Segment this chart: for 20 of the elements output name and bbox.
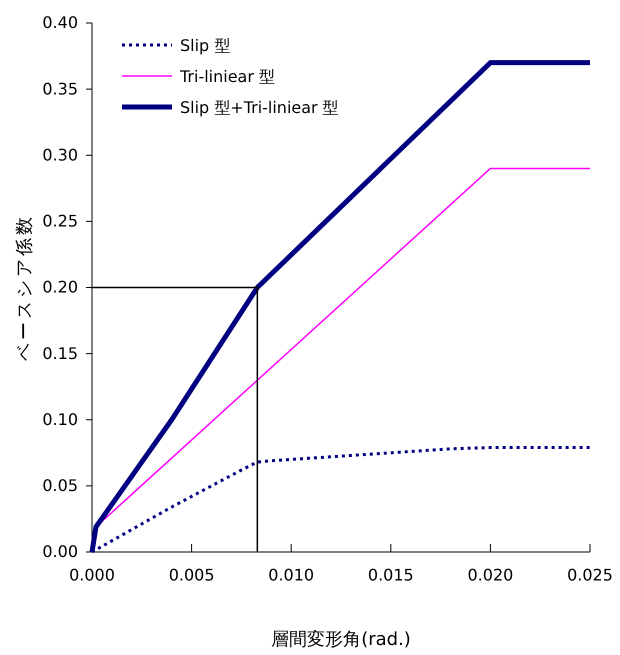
- legend-label: Tri-liniear 型: [179, 67, 276, 86]
- x-tick-label: 0.005: [168, 566, 215, 585]
- y-tick-label: 0.40: [42, 13, 78, 32]
- y-tick-label: 0.35: [42, 79, 78, 98]
- x-tick-label: 0.000: [69, 566, 115, 585]
- x-tick-label: 0.025: [567, 566, 613, 585]
- y-tick-label: 0.30: [42, 145, 78, 164]
- legend-label: Slip 型+Tri-liniear 型: [180, 98, 339, 117]
- y-tick-label: 0.25: [42, 211, 78, 230]
- x-tick-label: 0.010: [268, 566, 314, 585]
- x-tick-label: 0.020: [467, 566, 514, 585]
- y-tick-label: 0.10: [42, 410, 78, 429]
- legend-label: Slip 型: [180, 36, 230, 55]
- y-axis-title: ベースシア係数: [14, 214, 35, 361]
- y-tick-label: 0.05: [42, 476, 78, 495]
- y-tick-label: 0.15: [42, 344, 78, 363]
- y-tick-label: 0.20: [42, 278, 78, 297]
- x-axis-title: 層間変形角(rad.): [271, 629, 411, 650]
- x-tick-label: 0.015: [368, 566, 414, 585]
- y-tick-label: 0.00: [42, 542, 78, 562]
